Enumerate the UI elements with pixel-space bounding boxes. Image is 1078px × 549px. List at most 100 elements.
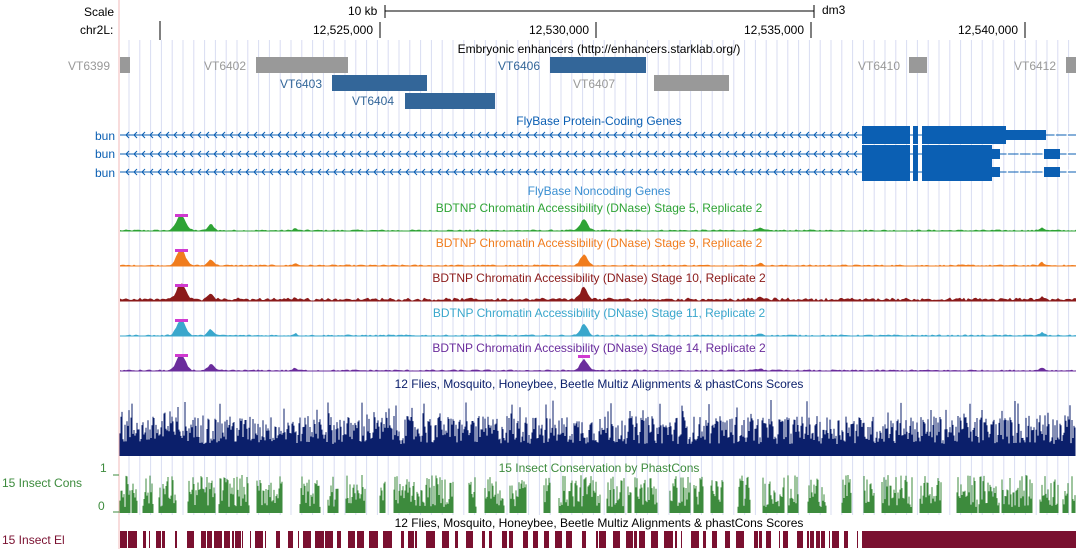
gene-exon — [862, 145, 910, 163]
conserved-element — [759, 531, 762, 548]
strand-arrow — [541, 131, 546, 139]
strand-arrow — [501, 150, 506, 158]
track-title-dnase-stage5[interactable]: BDTNP Chromatin Accessibility (DNase) St… — [435, 201, 763, 215]
strand-arrow — [333, 131, 338, 139]
conserved-element — [736, 531, 744, 548]
strand-arrow — [813, 131, 818, 139]
strand-arrow — [605, 131, 610, 139]
conserved-element — [120, 531, 127, 548]
strand-arrow — [477, 168, 482, 176]
strand-arrow — [445, 150, 450, 158]
track-title-noncoding[interactable]: FlyBase Noncoding Genes — [527, 184, 671, 198]
strand-arrow — [421, 131, 426, 139]
gene-label[interactable]: bun — [95, 166, 116, 180]
conserved-element — [691, 531, 699, 548]
strand-arrow — [189, 168, 194, 176]
strand-arrow — [781, 168, 786, 176]
gene-utr — [1044, 149, 1060, 159]
strand-arrow — [749, 150, 754, 158]
signal-area — [120, 354, 1076, 371]
gene-label[interactable]: bun — [95, 129, 116, 143]
strand-arrow — [853, 150, 858, 158]
strand-arrow — [277, 168, 282, 176]
conserved-element — [357, 531, 364, 548]
strand-arrow — [125, 150, 130, 158]
strand-arrow — [285, 150, 290, 158]
track-title-dnase-stage10[interactable]: BDTNP Chromatin Accessibility (DNase) St… — [432, 271, 766, 285]
strand-arrow — [181, 131, 186, 139]
strand-arrow — [533, 131, 538, 139]
conserved-element — [489, 531, 492, 548]
conserved-element — [613, 531, 620, 548]
strand-arrow — [757, 131, 762, 139]
strand-arrow — [517, 168, 522, 176]
strand-arrow — [501, 131, 506, 139]
track-title-protein-coding[interactable]: FlyBase Protein-Coding Genes — [516, 114, 682, 128]
track-title-phastcons[interactable]: 15 Insect Conservation by PhastCons — [498, 461, 700, 475]
strand-arrow — [533, 150, 538, 158]
signal-clip-marker — [175, 214, 188, 217]
conserved-element — [408, 531, 414, 548]
track-title-dnase-stage9[interactable]: BDTNP Chromatin Accessibility (DNase) St… — [435, 236, 763, 250]
strand-arrow — [509, 131, 514, 139]
conserved-element — [807, 531, 809, 548]
strand-arrow — [621, 168, 626, 176]
enhancer-label[interactable]: VT6410 — [858, 59, 901, 73]
conserved-element — [675, 531, 677, 548]
conserved-element — [821, 531, 825, 548]
enhancer-label[interactable]: VT6412 — [1014, 59, 1057, 73]
strand-arrow — [621, 131, 626, 139]
strand-arrow — [653, 168, 658, 176]
enhancer-label[interactable]: VT6406 — [498, 59, 541, 73]
track-title-dnase-stage11[interactable]: BDTNP Chromatin Accessibility (DNase) St… — [432, 306, 766, 320]
conserved-element — [442, 531, 449, 548]
conserved-element — [725, 531, 730, 548]
strand-arrow — [845, 131, 850, 139]
strand-arrow — [453, 131, 458, 139]
strand-arrow — [229, 150, 234, 158]
track-title-elements[interactable]: 12 Flies, Mosquito, Honeybee, Beetle Mul… — [394, 516, 804, 530]
strand-arrow — [645, 150, 650, 158]
strand-arrow — [493, 168, 498, 176]
strand-arrow — [725, 131, 730, 139]
strand-arrow — [853, 168, 858, 176]
assembly-label: dm3 — [822, 3, 846, 17]
enhancer-label[interactable]: VT6407 — [573, 77, 616, 91]
strand-arrow — [261, 131, 266, 139]
signal-clip-marker — [175, 319, 188, 322]
strand-arrow — [613, 168, 618, 176]
strand-arrow — [661, 131, 666, 139]
track-title-multiz[interactable]: 12 Flies, Mosquito, Honeybee, Beetle Mul… — [394, 377, 804, 391]
track-title-dnase-stage14[interactable]: BDTNP Chromatin Accessibility (DNase) St… — [432, 341, 766, 355]
enhancer-label[interactable]: VT6402 — [204, 59, 247, 73]
enhancer-label[interactable]: VT6403 — [280, 77, 323, 91]
conserved-element — [626, 531, 633, 548]
chrom-label[interactable]: chr2L: — [80, 23, 114, 37]
strand-arrow — [237, 150, 242, 158]
strand-arrow — [1006, 168, 1011, 176]
strand-arrow — [405, 150, 410, 158]
gene-label[interactable]: bun — [95, 147, 116, 161]
enhancer-label[interactable]: VT6404 — [352, 94, 395, 108]
strand-arrow — [565, 168, 570, 176]
enhancer-label[interactable]: VT6399 — [68, 59, 111, 73]
strand-arrow — [333, 150, 338, 158]
conserved-element — [857, 531, 858, 548]
conserved-element — [502, 531, 507, 548]
conserved-element — [348, 531, 355, 548]
signal-area — [120, 283, 1076, 301]
strand-arrow — [237, 131, 242, 139]
strand-arrow — [389, 150, 394, 158]
strand-arrow — [429, 168, 434, 176]
conserved-element — [303, 531, 311, 548]
cons-side-label[interactable]: 15 Insect Cons — [2, 476, 83, 490]
gene-exon — [922, 145, 992, 163]
track-title-enhancers[interactable]: Embryonic enhancers (http://enhancers.st… — [457, 42, 741, 56]
enhancer-feature — [1066, 57, 1076, 73]
strand-arrow — [573, 150, 578, 158]
strand-arrow — [421, 150, 426, 158]
strand-arrow — [1018, 168, 1023, 176]
elements-side-label[interactable]: 15 Insect El — [2, 533, 65, 547]
